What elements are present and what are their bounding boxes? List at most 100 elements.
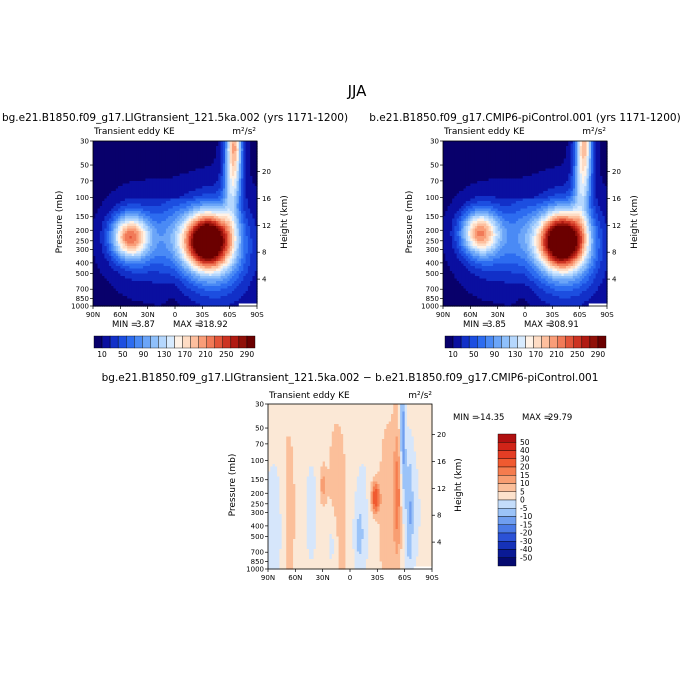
heatmap-cell: [161, 236, 165, 240]
heatmap-cell: [186, 178, 190, 182]
heatmap-cell: [136, 291, 140, 295]
heatmap-cell: [136, 173, 140, 177]
heatmap-cell: [168, 301, 172, 305]
heatmap-cell: [179, 191, 183, 195]
heatmap-cell: [184, 206, 187, 210]
heatmap-cell: [222, 228, 226, 232]
heatmap-cell: [250, 201, 254, 205]
heatmap-cell: [577, 143, 581, 147]
heatmap-cell: [229, 163, 233, 167]
heatmap-cell: [143, 223, 146, 227]
heatmap-cell: [115, 236, 119, 240]
heatmap-cell: [236, 161, 240, 165]
heatmap-cell: [149, 298, 153, 302]
heatmap-cell: [124, 208, 128, 212]
heatmap-cell: [120, 148, 124, 152]
heatmap-cell: [102, 291, 105, 295]
heatmap-cell: [154, 266, 158, 270]
heatmap-cell: [238, 276, 242, 280]
heatmap-cell: [161, 218, 165, 222]
heatmap-cell: [227, 223, 231, 227]
heatmap-cell: [124, 178, 128, 182]
heatmap-cell: [247, 216, 251, 220]
heatmap-cell: [111, 273, 115, 277]
heatmap-cell: [168, 241, 172, 245]
heatmap-cell: [188, 203, 192, 207]
heatmap-cell: [197, 188, 201, 192]
heatmap-cell: [584, 141, 588, 145]
heatmap-cell: [156, 146, 160, 150]
heatmap-cell: [102, 193, 105, 197]
heatmap-cell: [113, 246, 117, 250]
heatmap-cell: [184, 201, 187, 205]
heatmap-cell: [170, 256, 174, 260]
heatmap-cell: [474, 141, 478, 145]
heatmap-cell: [118, 266, 121, 270]
heatmap-cell: [254, 241, 258, 245]
heatmap-cell: [115, 291, 119, 295]
heatmap-cell: [134, 256, 137, 260]
heatmap-cell: [540, 143, 544, 147]
heatmap-cell: [159, 231, 162, 235]
heatmap-cell: [115, 251, 119, 255]
heatmap-cell: [124, 243, 128, 247]
heatmap-cell: [120, 248, 124, 252]
heatmap-cell: [154, 193, 158, 197]
heatmap-cell: [106, 298, 110, 302]
heatmap-cell: [188, 148, 192, 152]
heatmap-cell: [236, 248, 240, 252]
heatmap-cell: [122, 143, 126, 147]
heatmap-cell: [245, 281, 249, 285]
heatmap-cell: [250, 223, 254, 227]
heatmap-cell: [220, 158, 224, 162]
heatmap-cell: [106, 191, 110, 195]
heatmap-cell: [177, 271, 181, 275]
left-panel-title: bg.e21.B1850.f09_g17.LIGtransient_121.5k…: [2, 112, 348, 124]
heatmap-cell: [227, 251, 231, 255]
heatmap-cell: [97, 218, 101, 222]
heatmap-cell: [111, 178, 115, 182]
heatmap-cell: [202, 293, 206, 297]
heatmap-cell: [145, 201, 149, 205]
heatmap-cell: [204, 253, 208, 257]
heatmap-cell: [190, 143, 194, 147]
heatmap-cell: [234, 291, 238, 295]
heatmap-cell: [229, 153, 233, 157]
heatmap-cell: [118, 293, 121, 297]
heatmap-cell: [184, 221, 187, 225]
heatmap-cell: [236, 228, 240, 232]
heatmap-cell: [481, 141, 485, 145]
heatmap-cell: [241, 256, 244, 260]
heatmap-cell: [118, 203, 121, 207]
heatmap-cell: [95, 253, 99, 257]
heatmap-cell: [113, 286, 117, 290]
heatmap-cell: [118, 186, 121, 190]
heatmap-cell: [154, 271, 158, 275]
heatmap-cell: [134, 176, 137, 180]
heatmap-cell: [195, 268, 199, 272]
heatmap-cell: [227, 293, 231, 297]
heatmap-cell: [236, 151, 240, 155]
heatmap-cell: [136, 141, 140, 145]
heatmap-cell: [127, 246, 131, 250]
heatmap-cell: [93, 161, 96, 165]
heatmap-cell: [231, 238, 235, 242]
heatmap-cell: [127, 268, 131, 272]
heatmap-cell: [177, 196, 181, 200]
heatmap-cell: [186, 161, 190, 165]
heatmap-cell: [172, 291, 176, 295]
heatmap-cell: [202, 236, 206, 240]
heatmap-cell: [145, 281, 149, 285]
heatmap-cell: [172, 278, 176, 282]
heatmap-cell: [145, 301, 149, 305]
heatmap-cell: [106, 258, 110, 262]
heatmap-cell: [138, 151, 142, 155]
heatmap-cell: [143, 298, 146, 302]
heatmap-cell: [236, 191, 240, 195]
heatmap-cell: [113, 171, 117, 175]
heatmap-cell: [134, 236, 137, 240]
colorbar-swatch: [125, 335, 135, 349]
heatmap-cell: [111, 223, 115, 227]
heatmap-cell: [97, 291, 101, 295]
heatmap-cell: [154, 233, 158, 237]
